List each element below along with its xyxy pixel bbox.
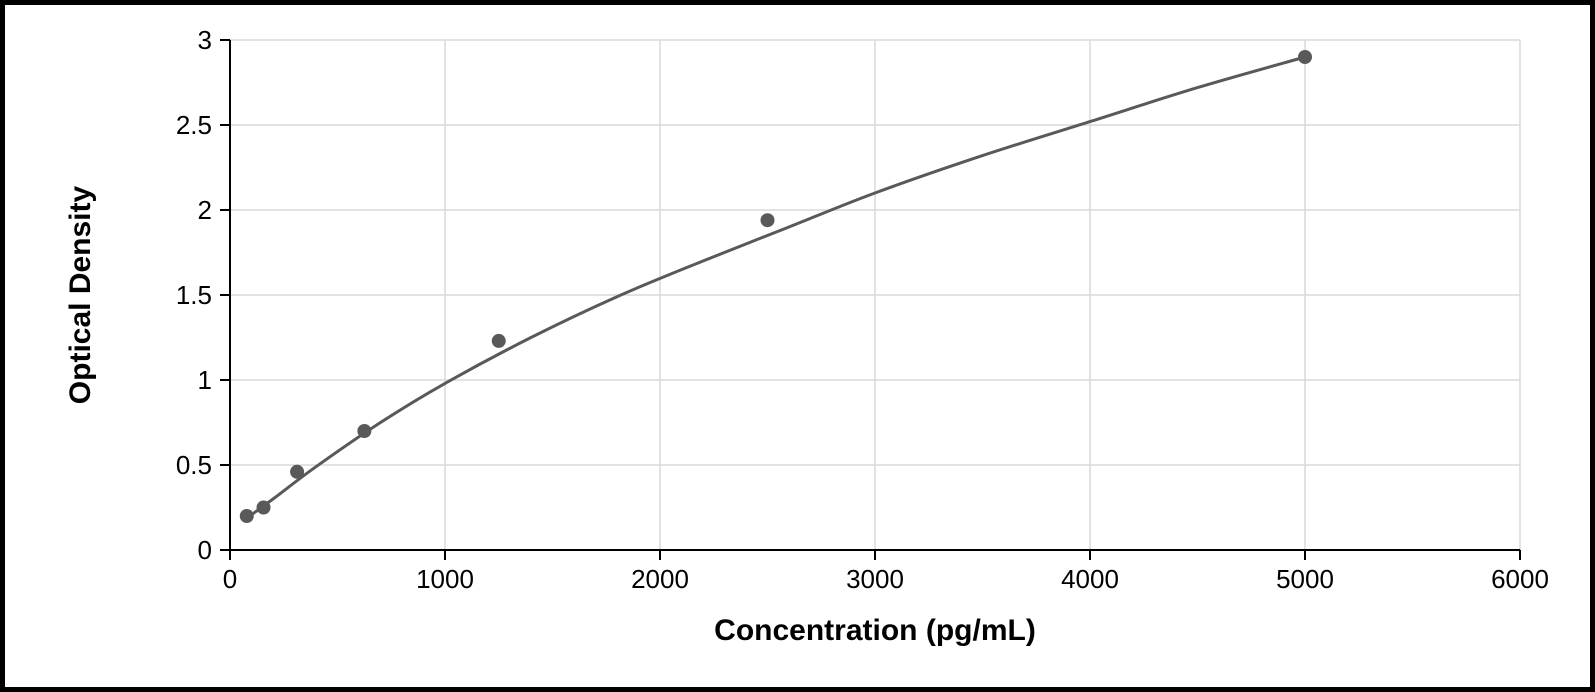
y-tick-label: 1 [198,365,212,395]
x-tick-label: 3000 [846,564,904,594]
y-axis-label: Optical Density [64,185,97,404]
y-tick-label: 3 [198,25,212,55]
data-point-marker [357,424,371,438]
data-point-marker [761,213,775,227]
chart-frame: 0 1000 2000 3000 4000 5000 6000 0 0.5 1 1.5 2 2.5 3 Co… [0,0,1595,692]
data-point-marker [1298,50,1312,64]
x-tick-label: 6000 [1491,564,1549,594]
y-tick-label: 2.5 [176,110,212,140]
data-point-marker [240,509,254,523]
y-tick-label: 1.5 [176,280,212,310]
chart-container: 010002000300040005000600000.511.522.53Co… [55,25,1540,667]
y-tick-label: 2 [198,195,212,225]
y-tick-label: 0 [198,535,212,565]
x-tick-label: 4000 [1061,564,1119,594]
data-point-marker [290,465,304,479]
y-tick-label: 0.5 [176,450,212,480]
x-axis-label: Concentration (pg/mL) [714,614,1036,647]
x-tick-label: 0 [223,564,237,594]
chart-svg: 0 1000 2000 3000 4000 5000 6000 0 0.5 1 1.5 2 2.5 3 Co… [55,25,1550,677]
x-tick-label: 2000 [631,564,689,594]
x-tick-label: 5000 [1276,564,1334,594]
x-tick-label: 1000 [416,564,474,594]
data-point-marker [257,501,271,515]
data-point-marker [492,334,506,348]
